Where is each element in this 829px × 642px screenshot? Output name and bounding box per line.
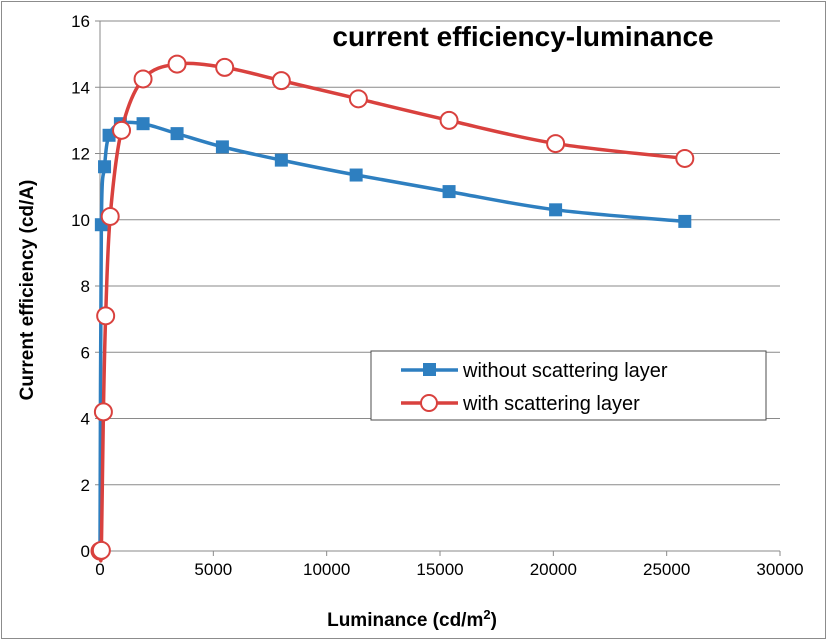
data-point-with-scattering <box>91 540 111 560</box>
legend-box <box>370 350 767 421</box>
data-point-with-scattering <box>546 134 566 154</box>
data-point-with-scattering <box>348 89 368 109</box>
legend-marker-without-scattering <box>423 363 436 376</box>
x-tick-label: 5000 <box>194 560 232 579</box>
data-point-with-scattering <box>271 71 291 91</box>
data-point-with-scattering <box>439 110 459 130</box>
y-tick-label: 0 <box>81 542 90 561</box>
y-axis-title: Current efficiency (cd/A) <box>17 180 38 401</box>
data-point-without-scattering <box>215 140 229 154</box>
x-tick-label: 20000 <box>530 560 577 579</box>
x-tick-label: 25000 <box>643 560 690 579</box>
data-point-without-scattering <box>442 185 456 199</box>
data-point-without-scattering <box>678 214 692 228</box>
y-tick-label: 12 <box>71 145 90 164</box>
x-axis-title-main: Luminance (cd/m <box>327 610 483 631</box>
series-group <box>90 54 695 563</box>
data-point-with-scattering <box>215 57 235 77</box>
chart-title: current efficiency-luminance <box>332 21 713 52</box>
y-tick-label: 4 <box>81 410 90 429</box>
data-point-with-scattering <box>112 120 132 140</box>
data-point-without-scattering <box>349 168 363 182</box>
y-tick-label: 8 <box>81 277 90 296</box>
data-point-with-scattering <box>675 148 695 168</box>
y-tick-label: 14 <box>71 78 90 97</box>
y-tick-labels: 0 2 4 6 8 10 12 14 16 <box>71 12 90 561</box>
x-tick-label: 15000 <box>416 560 463 579</box>
data-point-with-scattering <box>93 402 113 422</box>
x-tick-label: 10000 <box>303 560 350 579</box>
y-tick-label: 16 <box>71 12 90 31</box>
data-point-without-scattering <box>274 153 288 167</box>
legend-marker-with-scattering <box>420 394 438 412</box>
x-axis-title-superscript: 2 <box>483 607 490 622</box>
x-tick-label: 0 <box>95 560 104 579</box>
data-point-with-scattering <box>133 69 153 89</box>
legend-label-with-scattering: with scattering layer <box>462 393 640 415</box>
x-tick-labels: 0 5000 10000 15000 20000 25000 30000 <box>95 560 803 579</box>
legend-label-without-scattering: without scattering layer <box>462 360 668 382</box>
data-point-without-scattering <box>549 203 563 217</box>
legend: without scattering layer with scattering… <box>370 350 767 421</box>
data-point-with-scattering <box>96 306 116 326</box>
x-tick-label: 30000 <box>756 560 803 579</box>
y-tick-label: 6 <box>81 343 90 362</box>
data-point-with-scattering <box>167 54 187 74</box>
y-tick-label: 2 <box>81 476 90 495</box>
series-line-without-scattering <box>98 120 685 552</box>
x-axis-title-suffix: ) <box>491 610 497 631</box>
data-point-with-scattering <box>100 206 120 226</box>
data-point-without-scattering <box>170 127 184 141</box>
data-point-without-scattering <box>98 160 112 174</box>
x-axis-title: Luminance (cd/m2) <box>327 607 497 631</box>
data-point-without-scattering <box>136 117 150 131</box>
y-tick-label: 10 <box>71 211 90 230</box>
axes <box>95 20 781 556</box>
